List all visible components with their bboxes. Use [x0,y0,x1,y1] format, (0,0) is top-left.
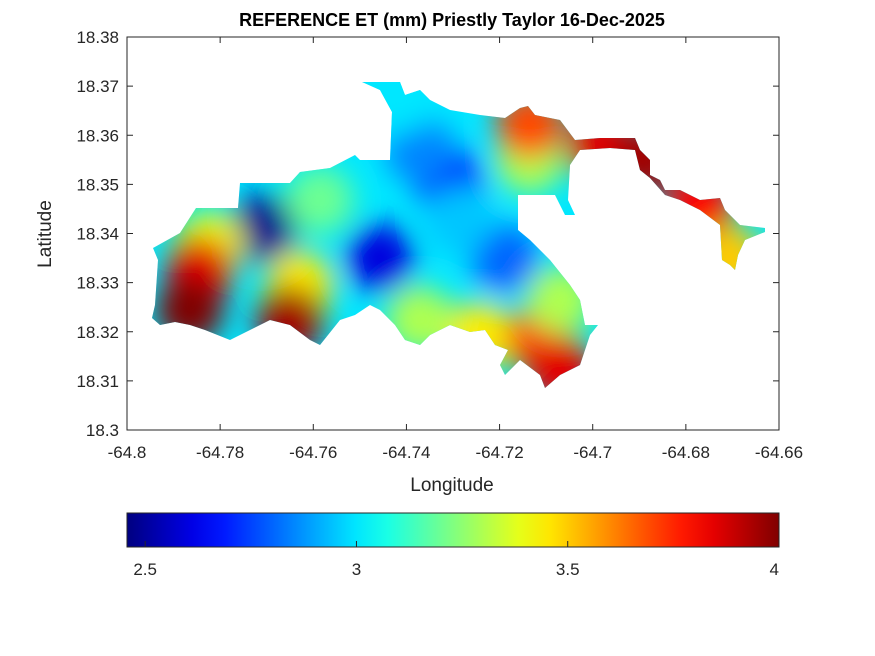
x-tick-label: -64.76 [289,443,337,462]
colorbar-tick-label: 4 [770,560,779,579]
colorbar-tick-label: 3.5 [556,560,580,579]
contour-sample-5 [425,186,494,255]
x-tick-label: -64.7 [573,443,612,462]
y-tick-label: 18.36 [76,126,119,145]
y-tick-label: 18.38 [76,28,119,47]
x-tick-label: -64.8 [108,443,147,462]
colorbar-tick-label: 2.5 [133,560,157,579]
y-tick-label: 18.32 [76,323,119,342]
chart-title: REFERENCE ET (mm) Priestly Taylor 16-Dec… [239,10,665,30]
x-tick-label: -64.68 [662,443,710,462]
y-tick-label: 18.3 [86,421,119,440]
x-axis-label: Longitude [410,475,493,496]
y-tick-label: 18.33 [76,274,119,293]
contour-sample-3 [470,224,539,293]
x-tick-label: -64.78 [196,443,244,462]
y-axis-label: Latitude [35,200,56,268]
y-tick-label: 18.37 [76,77,119,96]
contour-sample-0 [228,194,297,263]
colorbar-tick-label: 3 [352,560,361,579]
colorbar [126,512,780,548]
y-tick-label: 18.35 [76,175,119,194]
y-tick-label: 18.31 [76,372,119,391]
x-tick-label: -64.66 [755,443,803,462]
contour-sample-6 [285,166,354,235]
x-tick-label: -64.72 [475,443,523,462]
x-tick-label: -64.74 [382,443,430,462]
y-tick-label: 18.34 [76,225,119,244]
contour-sample-1 [345,224,414,293]
